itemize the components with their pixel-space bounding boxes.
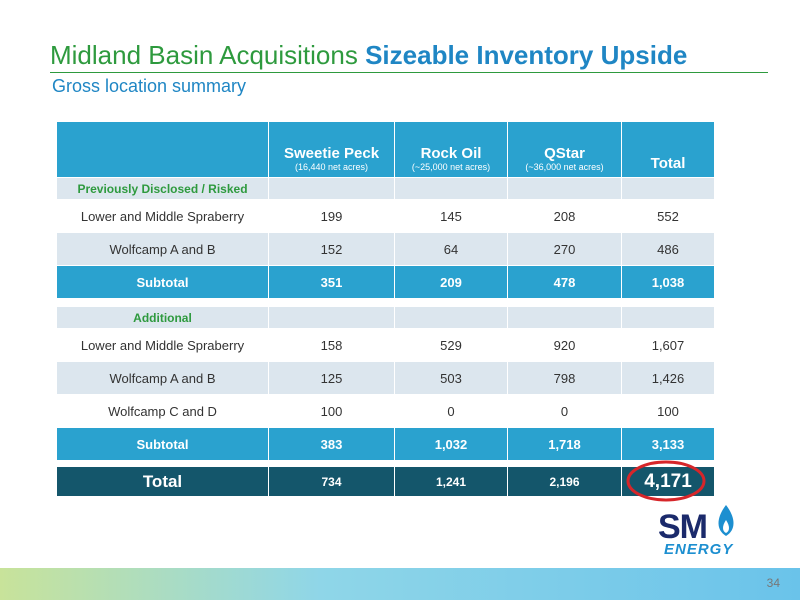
row-label: Lower and Middle Spraberry [57,329,269,362]
empty-cell [508,178,622,200]
row-value: 798 [508,362,622,395]
subtotal-value: 209 [395,266,508,299]
column-name: Total [650,155,686,172]
row-value: 0 [508,395,622,428]
column-header: Rock Oil (~25,000 net acres) [395,122,508,178]
row-value: 100 [622,395,715,428]
subtotal-value: 1,032 [395,428,508,461]
column-header: Total [622,122,715,178]
subtotal-value: 1,718 [508,428,622,461]
row-value: 145 [395,200,508,233]
empty-cell [622,178,715,200]
empty-cell [269,178,395,200]
subtotal-label: Subtotal [57,266,269,299]
footer-band [0,568,800,600]
row-value: 920 [508,329,622,362]
row-value: 552 [622,200,715,233]
subtotal-label: Subtotal [57,428,269,461]
empty-cell [622,307,715,329]
total-value: 4,171 [622,467,715,497]
logo-flame [718,505,734,536]
subtotal-value: 3,133 [622,428,715,461]
subtotal-value: 383 [269,428,395,461]
column-name: Sweetie Peck [283,145,380,162]
column-header: Sweetie Peck (16,440 net acres) [269,122,395,178]
row-label: Wolfcamp A and B [57,362,269,395]
column-note: (~36,000 net acres) [525,162,604,172]
row-value: 208 [508,200,622,233]
logo-mark: SM [658,508,708,546]
total-value: 2,196 [508,467,622,497]
row-value: 486 [622,233,715,266]
column-note: (~25,000 net acres) [411,162,491,172]
row-value: 0 [395,395,508,428]
column-name: QStar [544,145,585,162]
row-label: Wolfcamp C and D [57,395,269,428]
subtitle: Gross location summary [52,76,247,96]
subtotal-value: 478 [508,266,622,299]
header-cell [57,122,269,178]
section-label: Previously Disclosed / Risked [57,178,269,200]
row-label: Lower and Middle Spraberry [57,200,269,233]
logo-word: ENERGY [664,541,734,558]
column-note: (16,440 net acres) [294,162,369,172]
row-value: 529 [395,329,508,362]
row-value: 158 [269,329,395,362]
title-main: Midland Basin Acquisitions [50,40,358,70]
total-value: 734 [269,467,395,497]
row-value: 199 [269,200,395,233]
title-emphasis: Sizeable Inventory Upside [365,40,688,70]
row-value: 270 [508,233,622,266]
column-header: QStar (~36,000 net acres) [508,122,622,178]
row-value: 125 [269,362,395,395]
empty-cell [269,307,395,329]
column-name: Rock Oil [420,145,482,162]
subtotal-value: 351 [269,266,395,299]
row-value: 1,426 [622,362,715,395]
page-number: 34 [766,576,780,590]
row-value: 100 [269,395,395,428]
empty-cell [395,178,508,200]
row-value: 64 [395,233,508,266]
section-label: Additional [57,307,269,329]
row-value: 152 [269,233,395,266]
empty-cell [508,307,622,329]
slide-title: Midland Basin Acquisitions Sizeable Inve… [50,40,687,71]
empty-cell [395,307,508,329]
total-label: Total [57,467,269,497]
row-value: 1,607 [622,329,715,362]
subtotal-value: 1,038 [622,266,715,299]
logo-flame-inner [723,520,729,533]
total-value: 1,241 [395,467,508,497]
row-label: Wolfcamp A and B [57,233,269,266]
title-rule [50,72,768,73]
row-value: 503 [395,362,508,395]
